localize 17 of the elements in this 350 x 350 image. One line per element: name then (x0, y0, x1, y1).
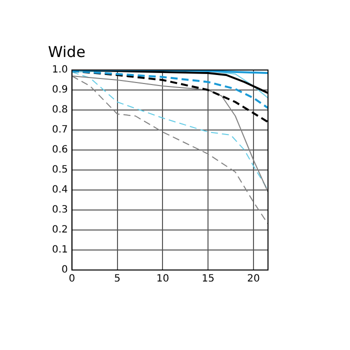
y-tick-label: 0.5 (52, 164, 68, 176)
x-tick-label: 20 (247, 274, 260, 285)
y-tick-label: 0.7 (52, 124, 68, 136)
x-tick-label: 15 (202, 274, 214, 285)
x-tick-label: 10 (156, 274, 170, 285)
x-tick-label: 5 (114, 274, 120, 285)
y-tick-label: 0.1 (52, 244, 68, 256)
chart-title: Wide (48, 42, 86, 61)
y-tick-label: 0.6 (52, 144, 68, 156)
y-tick-label: 0 (62, 264, 68, 276)
y-tick-label: 1.0 (52, 64, 68, 76)
y-tick-label: 0.9 (52, 84, 68, 96)
y-tick-label: 0.8 (52, 104, 68, 116)
y-tick-label: 0.2 (52, 224, 68, 236)
y-tick-label: 0.4 (52, 184, 68, 196)
y-tick-label: 0.3 (52, 204, 68, 216)
x-tick-label: 0 (68, 274, 76, 285)
